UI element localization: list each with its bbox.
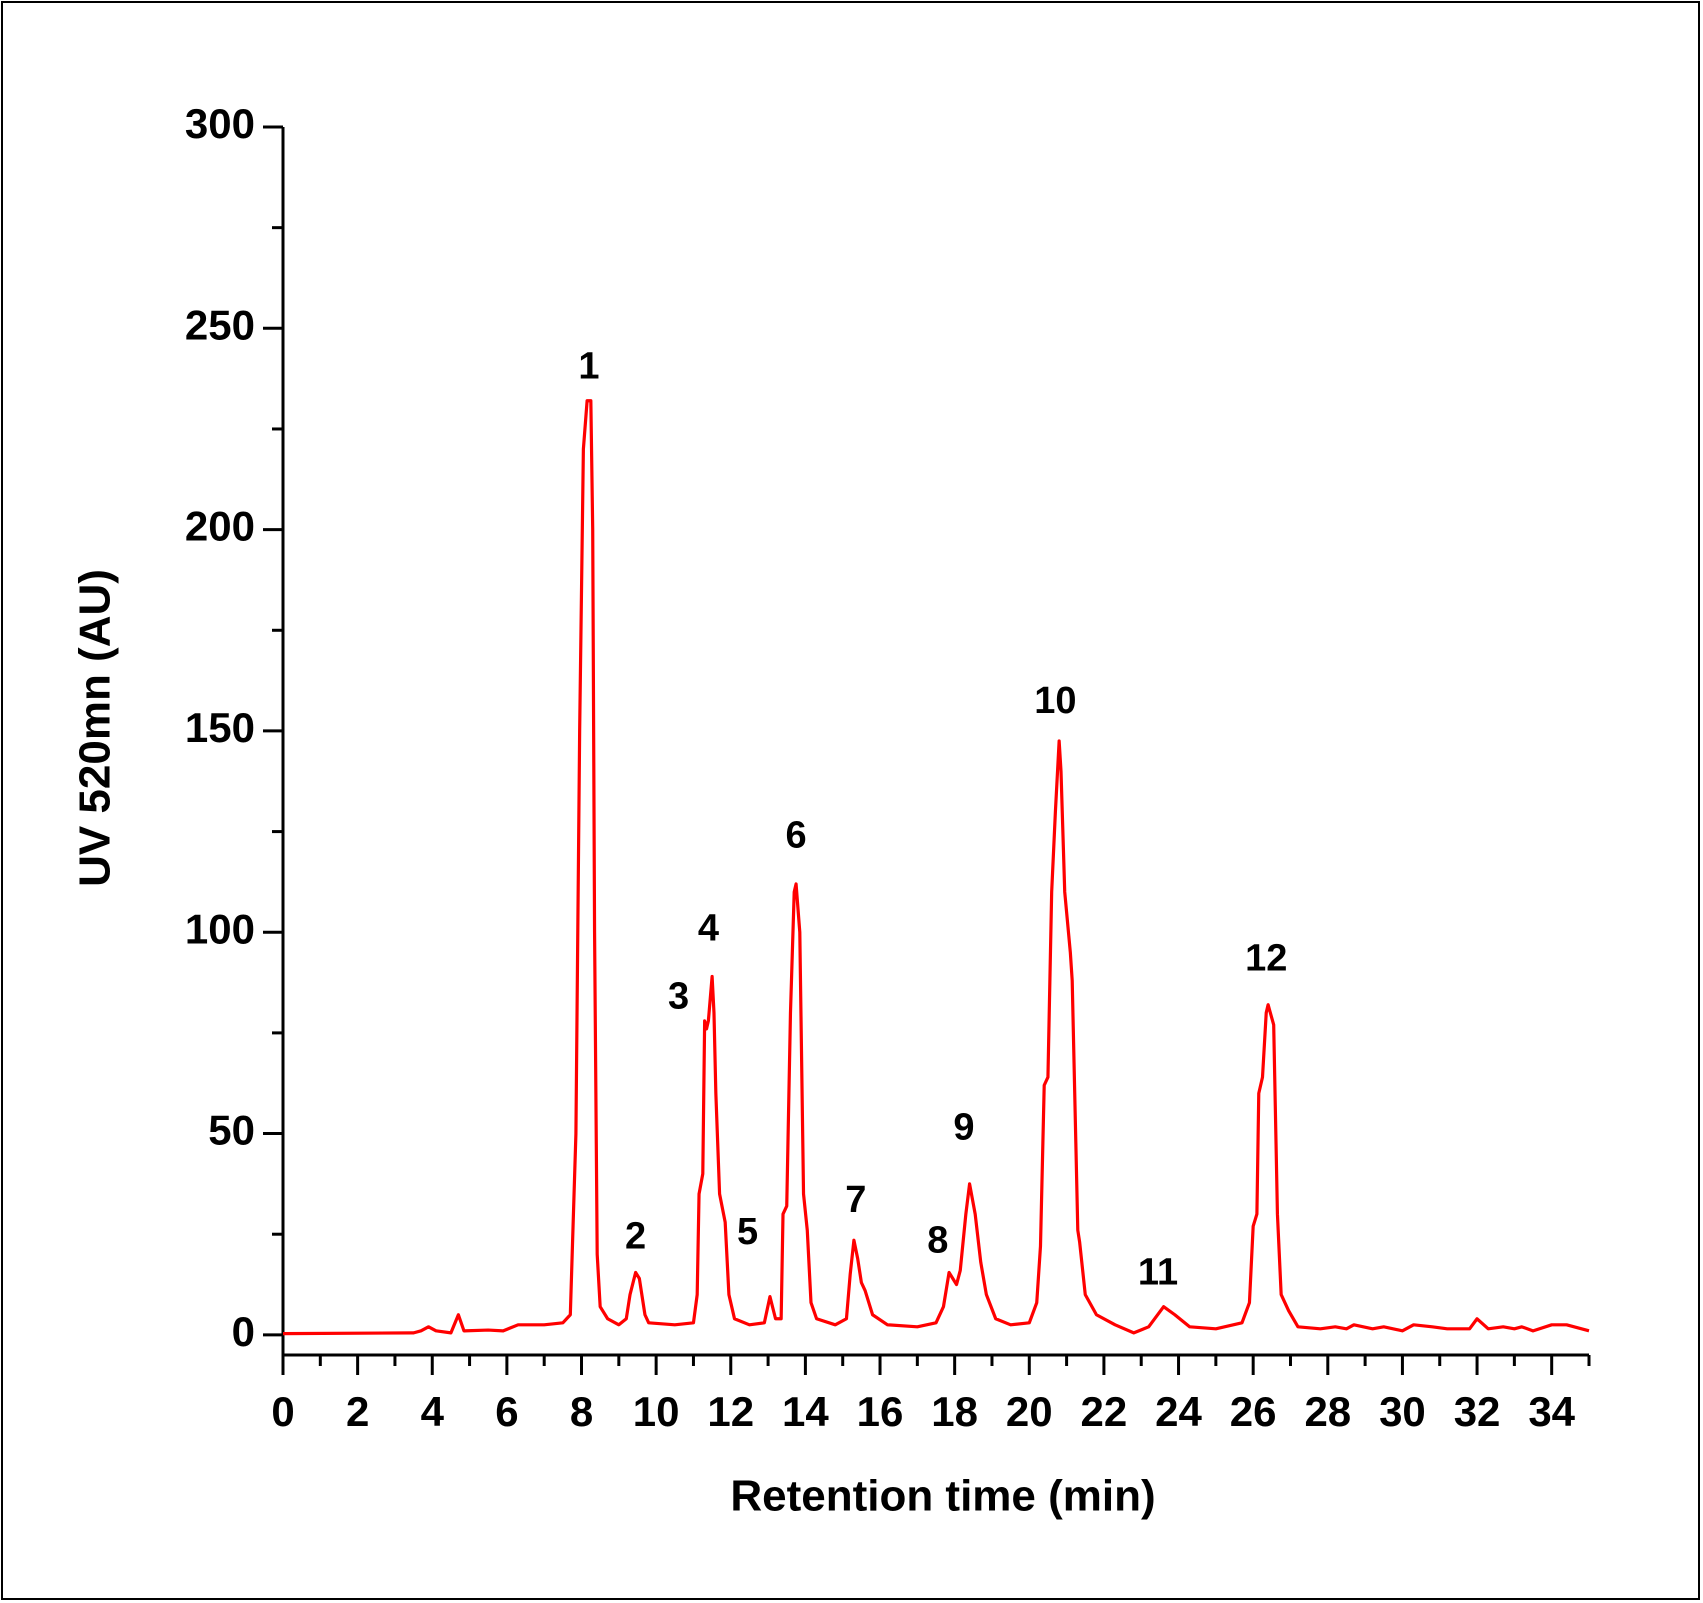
y-tick-label: 50 xyxy=(208,1107,255,1154)
trace xyxy=(282,399,1590,1336)
y-tick-label: 150 xyxy=(185,704,255,751)
x-tick-label: 8 xyxy=(570,1388,593,1435)
peak-label: 1 xyxy=(578,346,599,388)
x-tick-label: 20 xyxy=(1006,1388,1053,1435)
x-tick-label: 4 xyxy=(421,1388,445,1435)
x-tick-label: 6 xyxy=(495,1388,518,1435)
peak-label: 12 xyxy=(1245,937,1287,979)
y-tick-label: 250 xyxy=(185,301,255,348)
x-tick-label: 0 xyxy=(271,1388,294,1435)
x-tick-label: 14 xyxy=(782,1388,829,1435)
x-tick-label: 18 xyxy=(931,1388,978,1435)
x-tick-label: 32 xyxy=(1454,1388,1501,1435)
x-tick-label: 22 xyxy=(1081,1388,1128,1435)
peak-label: 9 xyxy=(953,1107,974,1149)
peak-label: 10 xyxy=(1034,680,1076,722)
x-tick-label: 26 xyxy=(1230,1388,1277,1435)
peak-label: 8 xyxy=(927,1219,948,1261)
x-tick-label: 30 xyxy=(1379,1388,1426,1435)
peak-label: 3 xyxy=(668,976,689,1018)
peak-label: 5 xyxy=(737,1211,758,1253)
x-tick-label: 24 xyxy=(1155,1388,1202,1435)
x-tick-label: 16 xyxy=(857,1388,904,1435)
peak-label: 6 xyxy=(786,815,807,857)
x-tick-label: 2 xyxy=(346,1388,369,1435)
x-tick-label: 10 xyxy=(633,1388,680,1435)
peak-label: 7 xyxy=(845,1179,866,1221)
y-axis-title: UV 520mn (AU) xyxy=(71,569,120,887)
y-tick-label: 200 xyxy=(185,503,255,550)
x-tick-label: 34 xyxy=(1528,1388,1575,1435)
y-tick-label: 300 xyxy=(185,100,255,147)
x-axis-title: Retention time (min) xyxy=(730,1472,1155,1521)
x-tick-label: 28 xyxy=(1304,1388,1351,1435)
y-tick-label: 100 xyxy=(185,905,255,952)
peak-label: 11 xyxy=(1138,1252,1178,1294)
peak-label: 2 xyxy=(625,1215,646,1257)
peak-label: 4 xyxy=(698,907,719,949)
x-tick-label: 12 xyxy=(707,1388,754,1435)
y-tick-label: 0 xyxy=(232,1308,255,1355)
